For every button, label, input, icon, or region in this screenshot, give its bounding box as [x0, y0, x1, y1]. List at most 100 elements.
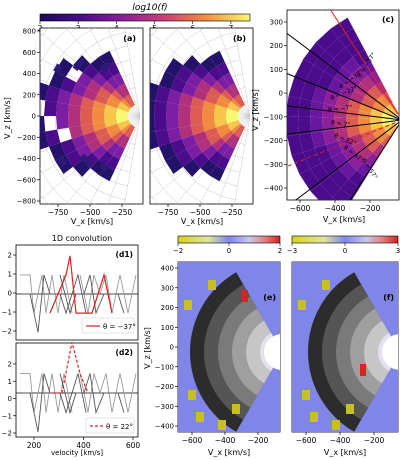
- heat-cell: [105, 99, 119, 109]
- heat-cell: [233, 124, 244, 136]
- heat-cell: [288, 76, 306, 99]
- polar-grid-line: [124, 28, 141, 117]
- heat-cell: [82, 63, 99, 80]
- heat-cell: [165, 58, 184, 77]
- y-tick-label: −1: [2, 412, 12, 420]
- heat-cell: [338, 161, 357, 180]
- y-tick-label: 1: [8, 271, 12, 279]
- highlight-line: [49, 255, 113, 314]
- panel-b-label: (b): [233, 34, 246, 43]
- heat-cell: [83, 131, 98, 145]
- heat-cell: [216, 61, 230, 77]
- x-tick-label: −750: [48, 208, 69, 217]
- x-tick-label: −400: [330, 436, 351, 445]
- heat-cell: [215, 99, 229, 109]
- heat-cell: [118, 121, 131, 131]
- heat-cell: [303, 148, 321, 169]
- heat-cell: [48, 71, 66, 90]
- heat-cell: [370, 113, 383, 120]
- heat-cell: [357, 147, 373, 162]
- heat-cell: [150, 131, 159, 150]
- heat-cell: [331, 151, 349, 170]
- angle-line: [287, 105, 399, 121]
- y-tick-label: 1: [8, 378, 12, 386]
- panel-d2: (d2) 2 1 0 −1 −2 200 400 600 θ = 22° velocity …: [2, 342, 140, 457]
- heat-cell: [299, 132, 315, 153]
- y-tick-label: −800: [17, 198, 36, 206]
- heat-cell: [150, 116, 156, 133]
- heat-cell: [80, 123, 95, 136]
- panel-c-ylabel: V_z [km/s]: [251, 89, 260, 131]
- heat-cell: [112, 145, 125, 160]
- heat-cell: [208, 280, 216, 290]
- heat-cell: [227, 104, 240, 113]
- angle-line: [287, 72, 399, 120]
- heat-cell: [218, 127, 231, 138]
- heat-cell: [44, 100, 58, 116]
- heat-cell: [126, 94, 135, 107]
- heat-cell: [120, 123, 132, 134]
- heat-cell: [216, 76, 230, 90]
- y-tick-label: −2: [2, 430, 12, 438]
- colorbar-tick-label: 3: [396, 247, 400, 255]
- heat-cell: [119, 83, 130, 97]
- heat-cell: [94, 93, 109, 105]
- heat-cell: [99, 162, 110, 172]
- heat-cell: [364, 152, 379, 168]
- y-tick-label: −400: [264, 185, 283, 193]
- heat-cell: [236, 94, 245, 107]
- heat-cell: [226, 117, 239, 124]
- heat-cell: [342, 56, 361, 75]
- heat-cell: [155, 129, 171, 147]
- heat-cell: [178, 125, 194, 139]
- heat-cell: [325, 141, 342, 158]
- heat-cell: [45, 85, 61, 103]
- heat-cell: [188, 390, 196, 400]
- panel-d2-xlabel: velocity [km/s]: [51, 449, 103, 457]
- heat-cell: [116, 108, 129, 115]
- heat-cell: [346, 404, 354, 414]
- colorbar-e: −2 0 2: [173, 235, 282, 255]
- colorbar-f: −3 0 3: [287, 235, 400, 255]
- panel-c: θ = −57°θ = −37°θ = −22°θ = −7°θ = 7°θ =…: [251, 9, 400, 224]
- series-line: [59, 274, 125, 315]
- colorbar-tick-label: 2: [278, 247, 282, 255]
- x-tick-label: −200: [364, 436, 385, 445]
- heat-cell: [314, 144, 332, 164]
- heat-cell: [302, 390, 310, 400]
- heat-cell: [68, 125, 84, 139]
- heat-cell: [57, 89, 72, 105]
- heat-cell: [315, 28, 338, 51]
- heat-cell: [233, 96, 244, 108]
- y-tick-label: 100: [270, 66, 283, 74]
- heat-cell: [80, 116, 93, 126]
- heat-cell: [222, 72, 235, 87]
- heat-cell: [333, 47, 353, 67]
- heat-cell: [181, 135, 197, 150]
- heat-cell: [108, 94, 121, 105]
- heat-cell: [373, 129, 387, 140]
- heat-cell: [167, 89, 182, 105]
- heat-cell: [310, 131, 326, 149]
- panel-c-xlabel: V_x [km/s]: [323, 215, 365, 224]
- heat-cell: [322, 280, 330, 290]
- heat-cell: [167, 127, 182, 143]
- y-tick-label: 200: [270, 42, 283, 50]
- heat-cell: [363, 135, 377, 148]
- heat-cell: [183, 55, 201, 73]
- heat-cell: [370, 122, 383, 130]
- heat-cell: [200, 56, 217, 73]
- heat-cell: [358, 124, 372, 134]
- heat-cell: [92, 108, 105, 116]
- angle-label: θ = 7°: [331, 119, 351, 128]
- heat-cell: [211, 137, 226, 151]
- panel-d1: 1D convolution (d1) 2 1 0 −1 −2 θ = −37°: [2, 234, 139, 341]
- y-tick-label: 2: [8, 252, 12, 260]
- heat-cell: [380, 134, 392, 148]
- heat-cell: [104, 119, 118, 128]
- x-tick-label: −600: [182, 436, 203, 445]
- heat-cell: [118, 101, 131, 111]
- panel-b-xlabel: V_x [km/s]: [181, 217, 223, 226]
- heat-cell: [98, 150, 113, 166]
